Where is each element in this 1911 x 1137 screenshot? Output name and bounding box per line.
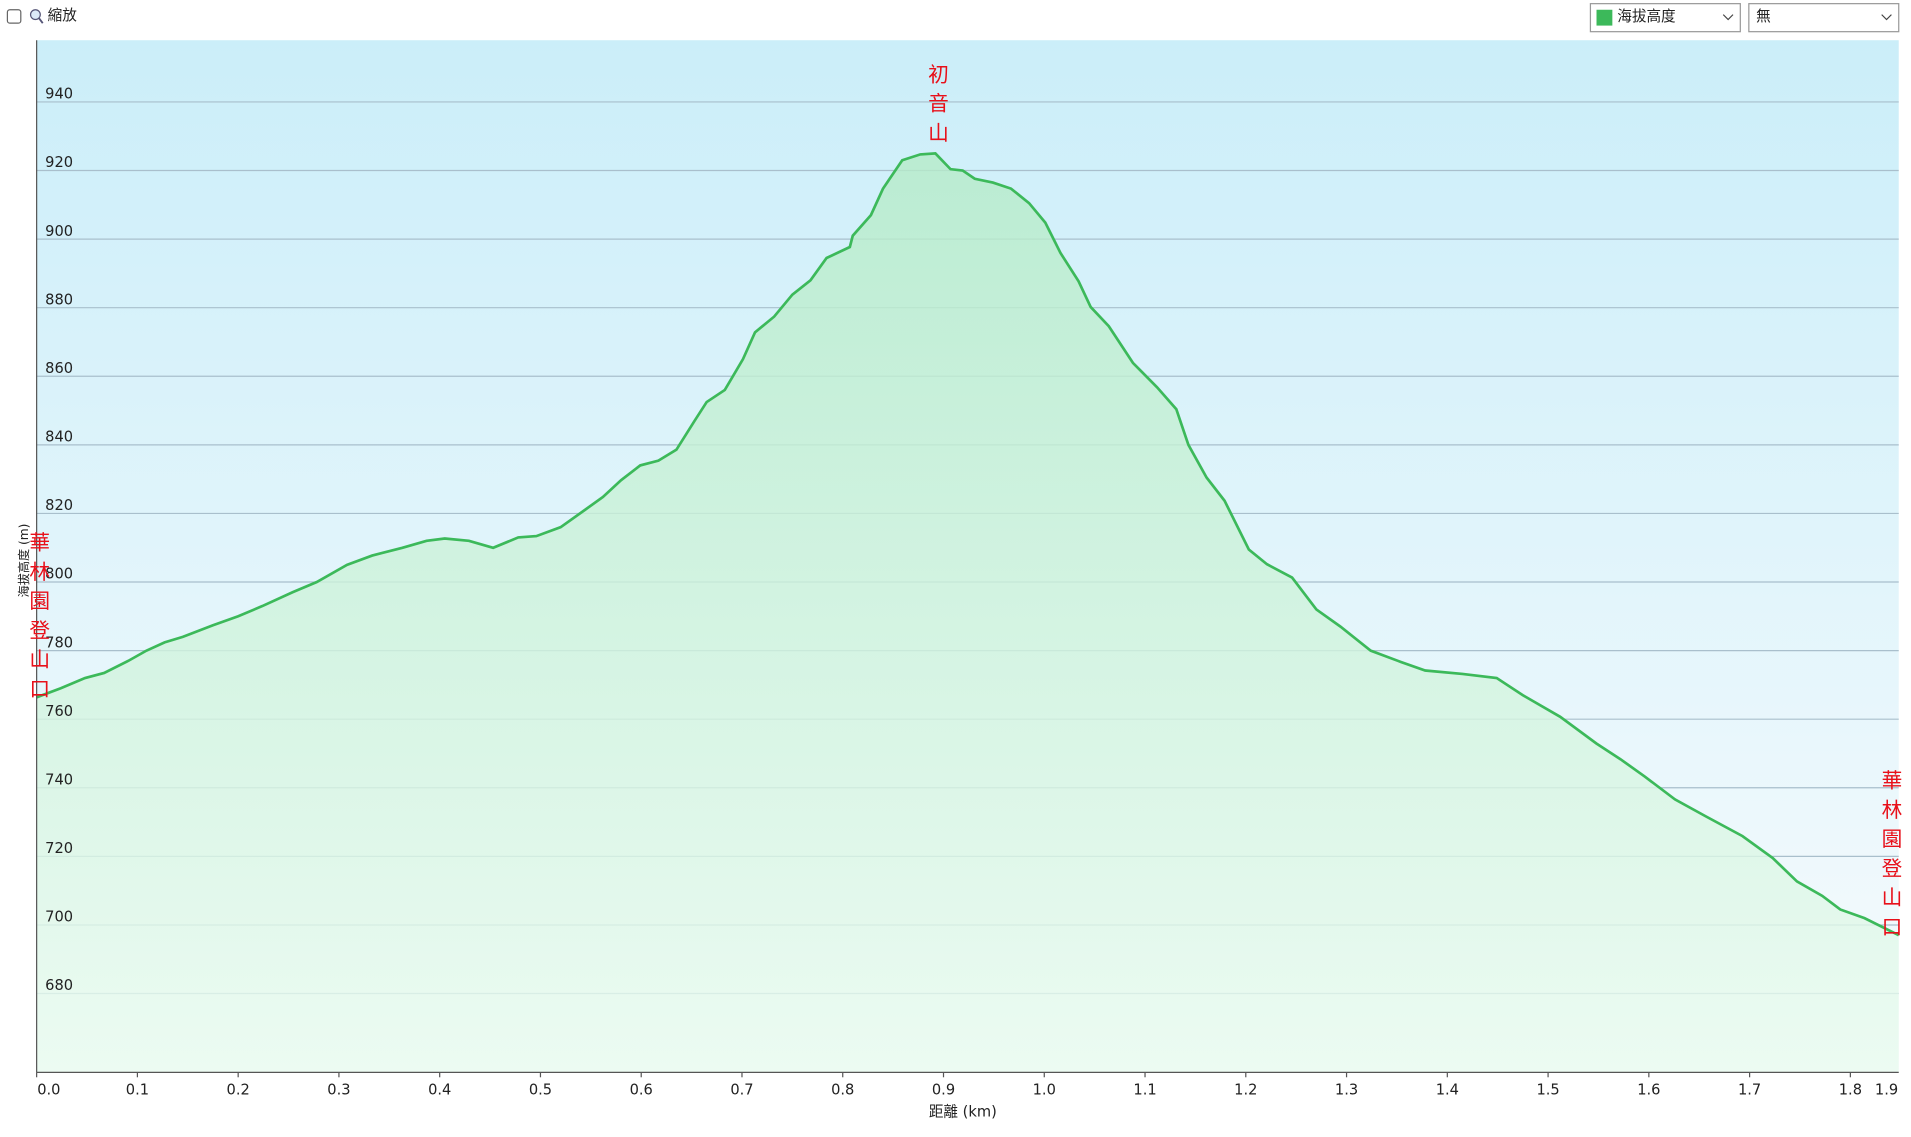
x-tick-label: 0.5 [529,1082,552,1099]
series-select[interactable] [1589,3,1741,33]
zoom-label: 縮放 [48,7,78,24]
y-tick-label: 700 [45,909,73,926]
y-tick-label: 820 [45,497,73,514]
y-tick-label: 840 [45,429,73,446]
chevron [1722,14,1734,21]
x-tick-label: 1.0 [1033,1082,1056,1099]
y-tick-label: 780 [45,634,73,651]
x-axis-label: 距離 (km) [929,1103,997,1121]
y-tick-label: 720 [45,840,73,857]
x-tick-label: 0.3 [327,1082,350,1099]
y-tick-label: 940 [45,86,73,103]
y-tick-label: 900 [45,223,73,240]
zoom-icon-handle [38,17,44,24]
series-swatch [1596,9,1613,26]
x-tick-label: 1.3 [1335,1082,1358,1099]
x-tick-label: 1.5 [1536,1082,1559,1099]
y-tick-label: 860 [45,360,73,377]
other-select[interactable] [1748,3,1900,33]
zoom-icon [29,9,41,21]
annotation: 華林園登山口 [1882,768,1903,938]
x-tick-label: 0.8 [831,1082,854,1099]
annotation: 華林園登山口 [29,530,50,700]
x-tick-label: 1.7 [1738,1082,1761,1099]
x-tick-label: 1.2 [1234,1082,1257,1099]
series-select-label: 海拔高度 [1617,8,1676,25]
elevation-line [36,152,1900,937]
x-tick-label: 1.6 [1637,1082,1660,1099]
x-tick-label: 1.9 [1875,1082,1898,1099]
annotation: 初音山 [928,62,949,144]
y-tick-label: 880 [45,291,73,308]
y-axis-label: 海拔高度 (m) [16,524,31,598]
x-tick-label: 0.0 [37,1082,60,1099]
x-tick-label: 0.4 [428,1082,451,1099]
area-fill [36,153,1899,1073]
x-tick-label: 0.6 [630,1082,653,1099]
x-tick-label: 0.7 [730,1082,753,1099]
zoom-checkbox[interactable] [6,9,22,24]
chevron [1881,14,1892,21]
y-tick-label: 680 [45,977,73,994]
x-tick-label: 1.8 [1839,1082,1862,1099]
y-tick-label: 760 [45,703,73,720]
x-tick-label: 1.4 [1436,1082,1459,1099]
y-tick-label: 740 [45,771,73,788]
other-select-label: 無 [1756,8,1771,25]
y-tick-label: 920 [45,154,73,171]
x-tick-label: 0.2 [227,1082,250,1099]
x-tick-label: 0.1 [126,1082,149,1099]
y-tick-label: 800 [45,566,73,583]
x-tick-label: 1.1 [1133,1082,1156,1099]
x-tick-label: 0.9 [932,1082,955,1099]
